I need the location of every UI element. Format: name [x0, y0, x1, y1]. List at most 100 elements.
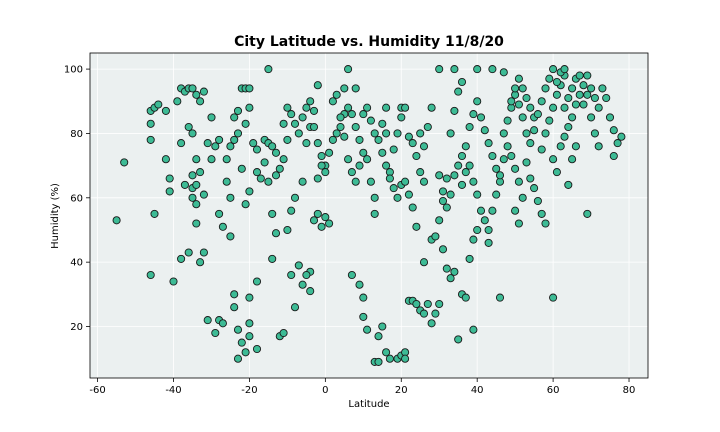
data-point [590, 129, 599, 138]
data-point [188, 193, 197, 202]
data-point [298, 113, 307, 122]
data-point [605, 113, 615, 122]
data-point [378, 322, 387, 331]
data-point [473, 225, 482, 235]
data-point [245, 293, 254, 302]
data-point [328, 135, 337, 144]
data-point [587, 113, 596, 122]
data-point [241, 200, 250, 209]
data-point [298, 280, 307, 289]
data-point [488, 206, 497, 215]
data-point [374, 357, 383, 366]
data-point [306, 97, 315, 106]
data-point [571, 100, 580, 109]
data-point [199, 190, 208, 199]
data-point [359, 148, 368, 157]
data-point [385, 174, 394, 183]
data-point [317, 151, 326, 161]
data-point [290, 119, 300, 128]
data-point [184, 248, 193, 257]
data-point [271, 229, 281, 238]
data-point [317, 222, 326, 231]
data-point [230, 303, 239, 312]
data-point [165, 187, 174, 196]
data-point [332, 129, 341, 138]
data-point [347, 270, 356, 280]
data-point [271, 171, 281, 180]
data-point [309, 122, 319, 132]
data-point [196, 168, 205, 177]
data-point [325, 148, 334, 157]
data-point [499, 155, 508, 164]
data-point [526, 174, 535, 183]
data-point [302, 103, 311, 112]
data-point [457, 77, 467, 87]
data-point [484, 139, 493, 148]
data-point [245, 332, 254, 341]
data-point [260, 158, 269, 167]
data-point [188, 171, 197, 180]
data-point [382, 129, 391, 138]
data-point [328, 97, 337, 106]
data-point [321, 213, 330, 222]
data-point [165, 174, 174, 183]
x-axis-label: Latitude [348, 399, 389, 410]
data-point [469, 325, 478, 334]
data-point [283, 225, 292, 235]
data-point [560, 103, 569, 112]
x-axis-ticks: -60 -40 -20 0 20 40 60 80 [89, 378, 635, 396]
data-point [233, 129, 243, 138]
data-point [465, 254, 474, 263]
data-point [226, 142, 235, 151]
data-point [514, 100, 523, 109]
data-point [211, 328, 220, 338]
data-point [416, 168, 425, 177]
data-point [412, 222, 421, 231]
y-tick-label: 20 [70, 322, 83, 333]
data-point [252, 344, 262, 354]
data-point [389, 184, 398, 193]
data-point [279, 328, 288, 338]
data-point [450, 171, 459, 180]
data-point [146, 135, 155, 144]
data-point [423, 122, 432, 132]
data-point [492, 190, 501, 199]
data-point [332, 90, 341, 99]
data-point [112, 216, 121, 225]
data-point [218, 319, 227, 328]
data-point [294, 261, 303, 270]
data-point [454, 335, 463, 344]
data-point [359, 312, 368, 321]
data-point [173, 97, 182, 106]
data-point [393, 193, 402, 202]
data-point [495, 293, 505, 302]
data-point [446, 129, 455, 138]
x-tick-label: 0 [322, 385, 328, 396]
data-point [549, 65, 558, 74]
data-point [192, 90, 201, 99]
data-point [613, 139, 622, 148]
data-point [609, 126, 618, 135]
data-point [587, 84, 596, 93]
data-point [408, 203, 417, 212]
data-point [370, 193, 379, 202]
data-point [359, 110, 368, 119]
y-tick-label: 40 [70, 258, 83, 269]
data-point [461, 293, 470, 302]
data-point [560, 132, 569, 141]
x-tick-label: 60 [547, 385, 560, 396]
data-point [226, 232, 235, 241]
data-point [609, 151, 618, 161]
data-point [382, 103, 391, 112]
data-point [351, 177, 360, 186]
data-point [499, 68, 508, 77]
data-point [476, 206, 486, 215]
data-point [454, 87, 463, 96]
data-point [518, 84, 527, 93]
data-point [192, 200, 201, 209]
data-point [522, 93, 531, 103]
data-point [545, 116, 554, 125]
data-point [461, 168, 470, 177]
plot-frame [89, 52, 649, 379]
data-point [404, 132, 413, 141]
